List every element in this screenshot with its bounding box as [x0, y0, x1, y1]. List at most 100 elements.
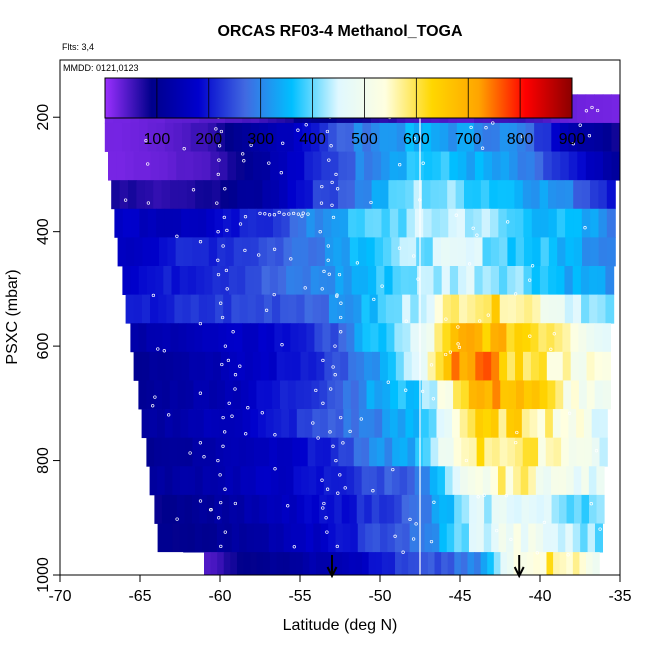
heatmap-cell — [437, 466, 446, 496]
heatmap-cell — [526, 552, 534, 575]
heatmap-cell — [500, 151, 510, 181]
sample-point — [144, 138, 148, 143]
heatmap-cell — [532, 294, 541, 324]
heatmap-cell — [146, 323, 155, 353]
heatmap-cell — [589, 266, 598, 296]
heatmap-cell — [359, 266, 369, 296]
heatmap-cell — [438, 180, 448, 210]
heatmap-cell — [358, 409, 368, 439]
heatmap-cell — [218, 323, 227, 353]
heatmap-cell — [348, 208, 358, 238]
sample-point — [243, 215, 248, 219]
heatmap-cell — [596, 494, 605, 524]
heatmap-cell — [283, 523, 292, 553]
heatmap-cell — [578, 323, 587, 353]
heatmap-cell — [328, 523, 337, 553]
heatmap-cell — [146, 437, 155, 467]
heatmap-cell — [523, 380, 533, 410]
sample-points — [114, 104, 602, 557]
heatmap-cell — [562, 323, 571, 353]
heatmap-cell — [267, 122, 278, 152]
heatmap-cell — [467, 409, 476, 439]
sample-point — [476, 495, 480, 499]
heatmap-cell — [587, 523, 596, 553]
sample-point — [233, 373, 238, 377]
sample-point — [219, 301, 223, 305]
sample-point — [306, 212, 310, 216]
heatmap-cell — [560, 409, 569, 439]
colorbar-tick-label: 400 — [299, 131, 326, 148]
heatmap-cell — [253, 266, 263, 296]
heatmap-cell — [346, 323, 355, 353]
heatmap-cell — [513, 466, 522, 496]
heatmap-cell — [520, 552, 528, 575]
heatmap-cell — [139, 122, 149, 152]
sample-point — [314, 388, 318, 393]
heatmap-cell — [176, 494, 185, 524]
heatmap-cell — [164, 122, 175, 152]
heatmap-cell — [597, 266, 607, 296]
heatmap-cell — [323, 437, 332, 467]
heatmap-cell — [557, 237, 567, 267]
heatmap-cell — [183, 237, 193, 267]
heatmap-cell — [453, 437, 462, 467]
heatmap-cell — [130, 323, 139, 353]
heatmap-cell — [507, 294, 517, 324]
heatmap-cell — [320, 294, 330, 324]
heatmap-cell — [282, 323, 291, 353]
heatmap-cell — [556, 266, 566, 296]
heatmap-cell — [498, 409, 507, 439]
heatmap-cell — [422, 122, 432, 152]
heatmap-cell — [556, 208, 566, 238]
heatmap-cell — [338, 466, 348, 496]
sample-point — [223, 187, 227, 191]
heatmap-cell — [354, 323, 363, 353]
heatmap-cell — [248, 466, 257, 496]
down-arrow-icon — [513, 566, 525, 579]
heatmap-cell — [157, 409, 166, 439]
heatmap-cell — [161, 437, 171, 467]
heatmap-cell — [276, 523, 285, 553]
colorbar — [105, 78, 572, 118]
heatmap-cell — [190, 122, 200, 152]
sample-point — [162, 349, 166, 353]
heatmap-cell — [266, 237, 276, 267]
sample-point — [146, 201, 151, 205]
sample-point — [151, 404, 155, 408]
sample-point — [242, 159, 246, 163]
sample-point — [221, 415, 225, 420]
sample-point — [467, 262, 472, 266]
sample-point — [226, 358, 231, 363]
heatmap-cell — [234, 409, 244, 439]
heatmap-cell — [331, 208, 341, 238]
sample-point — [214, 127, 218, 131]
heatmap-cell — [242, 237, 251, 267]
heatmap-cell — [259, 494, 268, 524]
heatmap-cell — [543, 151, 553, 181]
heatmap-cell — [261, 437, 270, 467]
heatmap-cell — [138, 323, 147, 353]
sample-point — [335, 294, 339, 298]
heatmap-cell — [167, 151, 177, 181]
heatmap-cell — [384, 266, 394, 296]
heatmap-cell — [515, 351, 524, 381]
heatmap-cell — [522, 180, 532, 210]
heatmap-cell — [311, 380, 320, 410]
sample-point — [484, 126, 488, 130]
heatmap-cell — [250, 552, 258, 575]
sample-point — [134, 437, 138, 441]
heatmap-cell — [111, 180, 121, 210]
heatmap-cell — [142, 237, 152, 267]
heatmap-cell — [506, 494, 515, 524]
heatmap-cell — [516, 294, 525, 324]
heatmap-cell — [190, 294, 200, 324]
heatmap-cell — [466, 323, 475, 353]
heatmap-cell — [424, 523, 433, 553]
heatmap-cell — [537, 409, 546, 439]
heatmap-cell — [108, 151, 118, 181]
heatmap-cell — [590, 208, 600, 238]
heatmap-cell — [475, 294, 485, 324]
heatmap-cell — [515, 266, 525, 296]
heatmap-cell — [141, 294, 151, 324]
